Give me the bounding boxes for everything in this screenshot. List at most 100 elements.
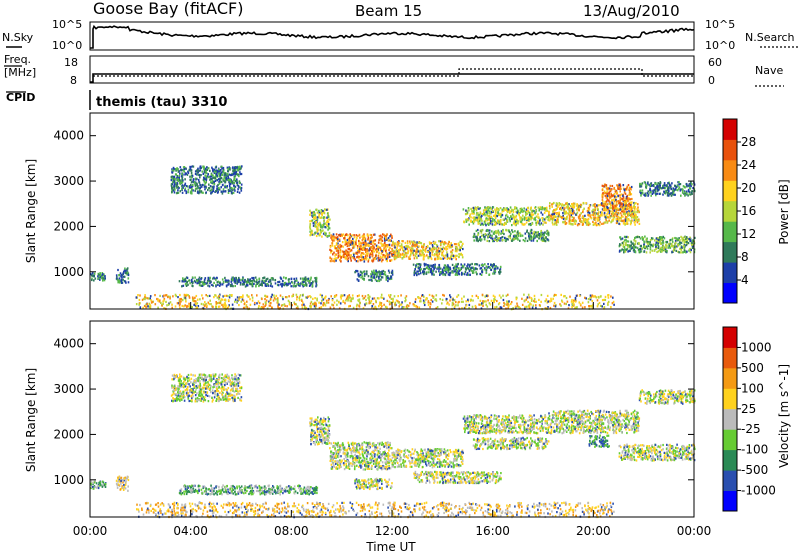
echo-cell — [605, 215, 608, 218]
echo-cell — [361, 248, 363, 251]
echo-cell — [315, 234, 318, 238]
echo-cell — [631, 201, 633, 204]
echo-cell — [188, 169, 190, 172]
echo-cell — [641, 189, 644, 192]
echo-cell — [343, 237, 346, 240]
echo-cell — [455, 258, 457, 261]
echo-cell — [394, 303, 396, 306]
echo-cell — [388, 248, 390, 251]
echo-cell — [344, 253, 346, 256]
echo-cell — [617, 218, 620, 221]
echo-cell — [497, 231, 499, 234]
echo-cell — [381, 258, 384, 261]
echo-cell — [370, 278, 372, 282]
echo-cell — [173, 191, 176, 194]
echo-cell — [396, 300, 399, 303]
echo-cell — [189, 307, 191, 310]
echo-cell — [686, 190, 688, 193]
echo-cell — [430, 256, 432, 259]
echo-cell — [366, 249, 369, 252]
echo-cell — [633, 220, 636, 224]
echo-cell — [190, 169, 192, 172]
echo-cell — [288, 301, 291, 304]
echo-cell — [394, 246, 396, 249]
echo-cell — [556, 205, 559, 208]
echo-cell — [215, 170, 217, 173]
echo-cell — [646, 182, 649, 185]
echo-cell — [310, 231, 313, 235]
echo-cell — [544, 240, 547, 243]
echo-cell — [573, 204, 575, 207]
echo-cell — [221, 165, 223, 168]
echo-cell — [545, 221, 547, 224]
echo-cell — [218, 177, 220, 181]
echo-cell — [636, 209, 639, 212]
echo-cell — [630, 244, 632, 247]
echo-cell — [221, 184, 224, 187]
echo-cell — [264, 298, 266, 301]
echo-cell — [624, 207, 627, 211]
echo-cell — [610, 199, 613, 202]
echo-cell — [312, 214, 314, 217]
echo-cell — [91, 272, 94, 275]
echo-cell — [330, 257, 333, 260]
echo-cell — [100, 274, 103, 278]
echo-cell — [185, 293, 188, 296]
echo-cell — [515, 210, 517, 213]
echo-cell — [503, 208, 505, 211]
echo-cell — [467, 300, 469, 303]
echo-cell — [559, 303, 561, 306]
echo-cell — [584, 218, 587, 221]
echo-cell — [626, 211, 628, 214]
echo-cell — [642, 238, 644, 241]
echo-cell — [116, 276, 118, 279]
echo-cell — [571, 208, 574, 211]
echo-cell — [235, 170, 238, 173]
echo-cell — [485, 224, 487, 227]
echo-cell — [350, 259, 352, 262]
echo-cell — [547, 232, 550, 235]
echo-cell — [206, 304, 208, 307]
echo-cell — [631, 213, 634, 216]
echo-cell — [342, 250, 345, 254]
echo-cell — [490, 263, 492, 266]
echo-cell — [683, 245, 685, 248]
echo-cell — [533, 210, 535, 213]
echo-cell — [375, 271, 378, 274]
echo-cell — [322, 209, 324, 213]
echo-cell — [213, 168, 216, 171]
echo-cell — [398, 305, 400, 308]
echo-cell — [542, 223, 544, 226]
echo-cell — [499, 239, 501, 242]
echo-cell — [532, 209, 534, 212]
echo-cell — [441, 254, 443, 257]
echo-cell — [686, 250, 688, 253]
echo-cell — [389, 239, 392, 242]
echo-cell — [497, 233, 500, 236]
echo-cell — [146, 297, 149, 300]
echo-cell — [185, 185, 188, 188]
echo-cell — [617, 187, 620, 190]
echo-cell — [284, 304, 286, 307]
echo-cell — [561, 203, 564, 206]
echo-cell — [436, 252, 438, 255]
echo-cell — [627, 244, 629, 247]
echo-cell — [372, 257, 375, 260]
echo-cell — [187, 170, 189, 173]
echo-cell — [409, 240, 411, 243]
echo-cell — [659, 242, 662, 245]
echo-cell — [536, 221, 539, 224]
echo-cell — [435, 299, 438, 302]
echo-cell — [681, 237, 684, 241]
echo-cell — [629, 187, 631, 190]
echo-cell — [372, 259, 375, 262]
echo-cell — [342, 245, 344, 248]
echo-cell — [392, 243, 394, 246]
echo-cell — [204, 181, 207, 185]
echo-cell — [667, 188, 669, 191]
echo-cell — [216, 185, 218, 188]
echo-cell — [184, 296, 187, 299]
echo-cell — [483, 212, 486, 215]
echo-cell — [416, 274, 418, 277]
echo-cell — [570, 209, 572, 212]
